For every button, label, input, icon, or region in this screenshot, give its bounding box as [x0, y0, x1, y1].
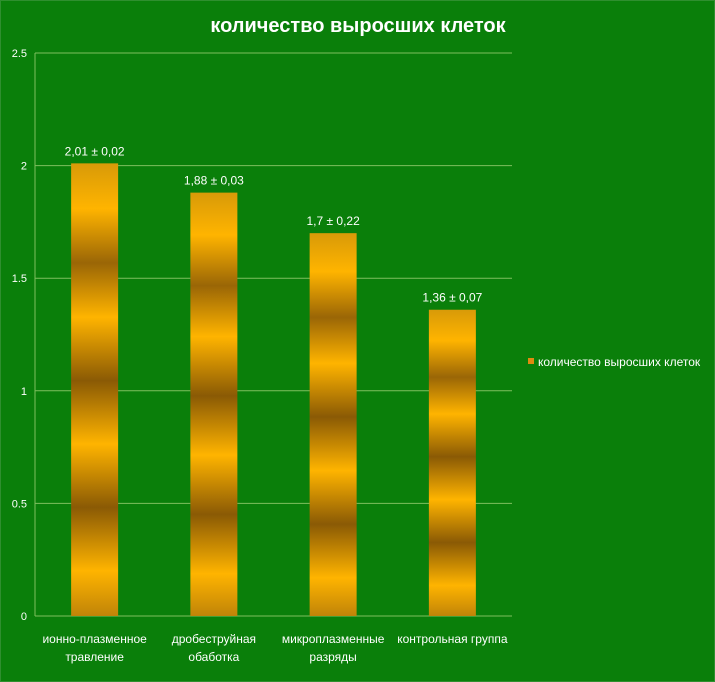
x-tick-label: дробеструйная обаботка	[172, 632, 256, 664]
bar	[190, 192, 238, 616]
y-tick-label: 2	[21, 161, 27, 173]
bar	[309, 233, 357, 616]
y-tick-label: 1.5	[12, 273, 27, 285]
chart-title: количество выросших клеток	[210, 15, 506, 37]
x-axis: ионно-плазменное травление дробеструйная об…	[42, 632, 507, 664]
data-labels: 2,01 ± 0,02 1,88 ± 0,03 1,7 ± 0,22 1,36 ± 0…	[65, 144, 483, 304]
data-label: 1,36 ± 0,07	[422, 291, 482, 305]
y-tick-label: 1	[21, 386, 27, 398]
data-label: 1,88 ± 0,03	[184, 174, 244, 188]
data-label: 2,01 ± 0,02	[65, 144, 125, 158]
legend-swatch	[528, 358, 534, 364]
legend: количество выросших клеток	[528, 355, 701, 369]
legend-label: количество выросших клеток	[538, 355, 701, 369]
y-tick-label: 0.5	[12, 498, 27, 510]
x-tick-label: ионно-плазменное травление	[42, 632, 147, 664]
data-label: 1,7 ± 0,22	[306, 214, 360, 228]
y-tick-label: 2.5	[12, 48, 27, 60]
y-tick-label: 0	[21, 611, 27, 623]
x-tick-label: микроплазменные разряды	[282, 632, 385, 664]
y-axis: 0 0.5 1 1.5 2 2.5	[12, 48, 36, 623]
x-tick-label: контрольная группа	[397, 632, 508, 646]
bars	[71, 163, 476, 616]
bar	[428, 309, 476, 616]
bar	[71, 163, 119, 616]
